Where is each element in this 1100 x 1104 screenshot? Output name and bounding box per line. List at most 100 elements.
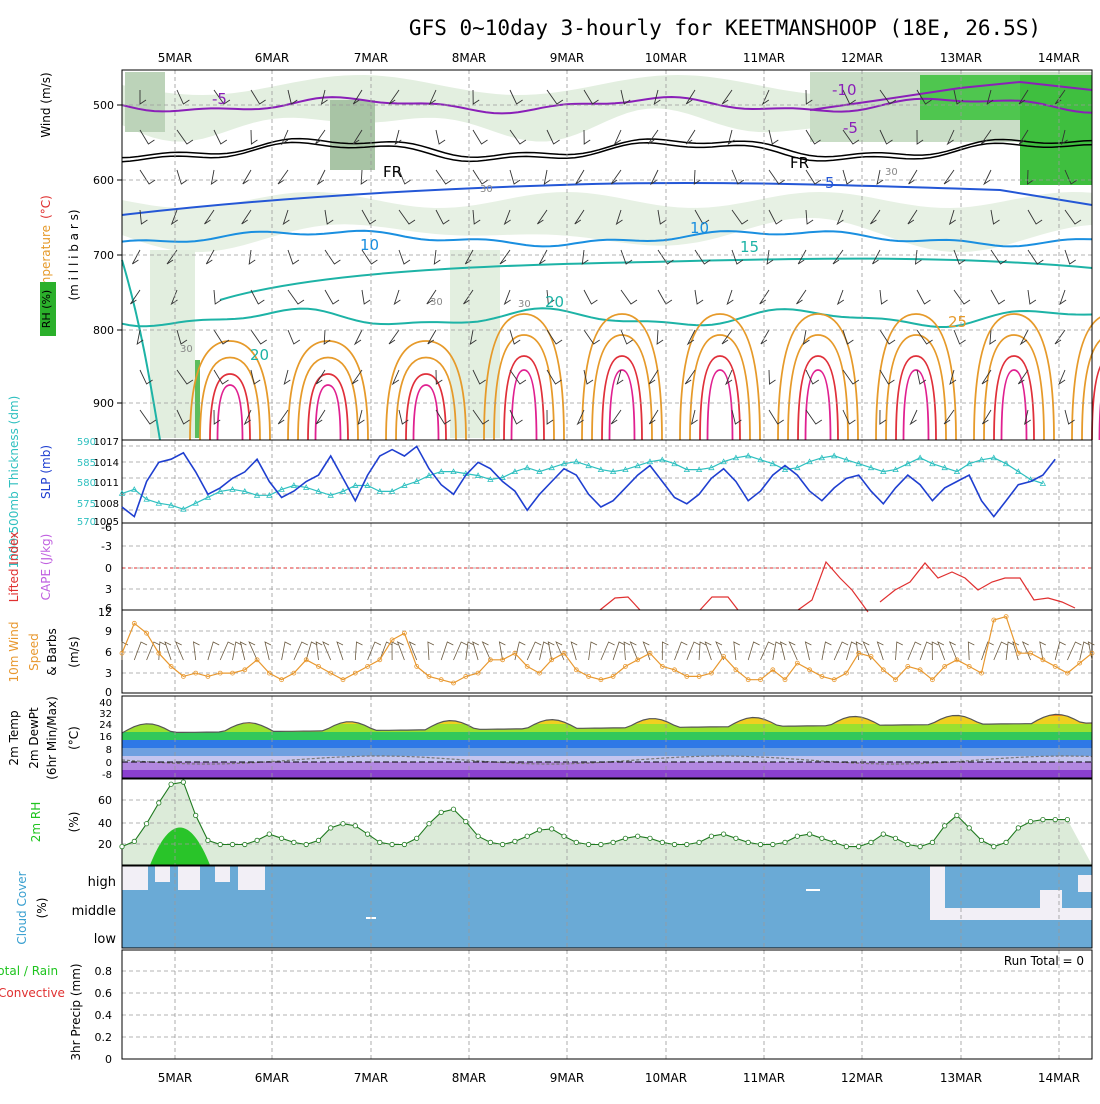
wind-barb-10m xyxy=(950,642,957,660)
rh-point xyxy=(734,836,738,840)
wind-barb-10m xyxy=(398,642,405,660)
top-date-9MAR: 9MAR xyxy=(550,51,585,65)
rh-point xyxy=(943,824,947,828)
precip-total-label: Total / Rain xyxy=(0,964,58,978)
wind-barb-10m xyxy=(687,642,700,660)
contour-label-10: 20 xyxy=(250,346,269,364)
rh-point xyxy=(709,834,713,838)
wind-barb-10m xyxy=(601,642,615,660)
rh-point xyxy=(930,840,934,844)
wind-barb-10m xyxy=(877,642,883,660)
pressure-label: (m i l l i b a r s) xyxy=(67,209,81,300)
cape-tick-1: -3 xyxy=(101,540,112,553)
contour-label-12: 30 xyxy=(180,344,193,355)
cape-frame xyxy=(122,523,1092,610)
rh2m-unit-label: (%) xyxy=(67,812,81,833)
wind-barb-10m xyxy=(1055,642,1066,660)
top-date-10MAR: 10MAR xyxy=(645,51,687,65)
wind-barb-10m xyxy=(643,642,650,660)
rh-point xyxy=(243,842,247,846)
rh-point xyxy=(316,838,320,842)
temp-tick-6: -8 xyxy=(102,770,112,781)
cape-tick-2: 0 xyxy=(105,562,112,575)
wind-barb-10m xyxy=(589,642,597,660)
precip-tick-1: 0.6 xyxy=(95,987,113,1000)
rh-point xyxy=(807,832,811,836)
rh-label: RH (%) xyxy=(40,290,53,328)
rh-point xyxy=(157,801,161,805)
temp-band-2 xyxy=(122,756,1092,762)
contour-label-11: 25 xyxy=(948,313,967,331)
wind-barb-10m xyxy=(355,642,362,660)
wind-barb-10m xyxy=(675,642,688,660)
rh-point xyxy=(488,840,492,844)
rh-point xyxy=(427,822,431,826)
precip-tick-0: 0.8 xyxy=(95,965,113,978)
wind-barb-10m xyxy=(282,642,291,660)
temp-band-1 xyxy=(122,762,1092,770)
rh-point xyxy=(648,836,652,840)
thick-frame xyxy=(122,440,1092,523)
temp-tick-1: 32 xyxy=(99,709,112,720)
rh-point xyxy=(697,840,701,844)
wind-barb-10m xyxy=(761,642,775,660)
rh-point xyxy=(525,834,529,838)
contour-label-14: 30 xyxy=(518,299,531,310)
temp-band-3 xyxy=(122,748,1092,756)
precip-tick-2: 0.4 xyxy=(95,1009,113,1022)
rh-point xyxy=(415,836,419,840)
wind-barb-10m xyxy=(515,642,525,660)
rh-point xyxy=(746,840,750,844)
wind-tick-2: 6 xyxy=(105,646,112,659)
rh-shade-10 xyxy=(450,250,500,438)
rh-tick-2: 20 xyxy=(98,838,112,851)
rh-point xyxy=(390,842,394,846)
rh-shade-7 xyxy=(330,100,375,170)
contour-label-8: 15 xyxy=(740,238,759,256)
rh-point xyxy=(365,832,369,836)
rh-point xyxy=(771,842,775,846)
rh-point xyxy=(464,819,468,823)
rh-point xyxy=(685,842,689,846)
cloud-level-high: high xyxy=(88,875,116,890)
wind-barb-10m xyxy=(1067,642,1081,660)
rh-point xyxy=(992,844,996,848)
temp-tick-0: 40 xyxy=(99,698,112,709)
contour-label-13: 30 xyxy=(430,297,443,308)
rh-point xyxy=(721,832,725,836)
rh-point xyxy=(1065,817,1069,821)
rh-point xyxy=(353,824,357,828)
precip-label: 3hr Precip (mm) xyxy=(69,963,83,1060)
wind-barb-10m xyxy=(220,642,234,660)
rh-point xyxy=(378,840,382,844)
wind10m-label: 10m Wind xyxy=(7,622,21,683)
wind-barb-10m xyxy=(483,642,491,660)
wind-barb-10m xyxy=(337,642,343,660)
wind-barb-10m xyxy=(176,642,184,660)
precip-panel: 0.80.60.40.20 xyxy=(95,950,1093,1066)
temp-unit-label: (°C) xyxy=(39,195,53,219)
rh-point xyxy=(329,826,333,830)
upper-tick-label-600: 600 xyxy=(93,174,114,187)
wind10m-speed-label: Speed xyxy=(27,633,41,671)
upper-tick-label-800: 800 xyxy=(93,324,114,337)
rh-point xyxy=(1028,819,1032,823)
wind-barb-10m xyxy=(1023,642,1031,660)
rh-point xyxy=(550,827,554,831)
wind-barb-10m xyxy=(896,642,903,660)
wind-barb-10m xyxy=(613,642,625,660)
top-date-6MAR: 6MAR xyxy=(255,51,290,65)
wind-barb-10m xyxy=(392,642,398,660)
rh-point xyxy=(844,844,848,848)
rh-point xyxy=(881,832,885,836)
wind-tick-1: 9 xyxy=(105,625,112,638)
upper-tick-label-700: 700 xyxy=(93,249,114,262)
cloud-level-low: low xyxy=(94,932,117,947)
cloud-label: Cloud Cover xyxy=(15,871,29,944)
wind-barb-10m xyxy=(454,642,468,660)
rh-point xyxy=(574,840,578,844)
temp-tick-3: 16 xyxy=(99,732,112,743)
